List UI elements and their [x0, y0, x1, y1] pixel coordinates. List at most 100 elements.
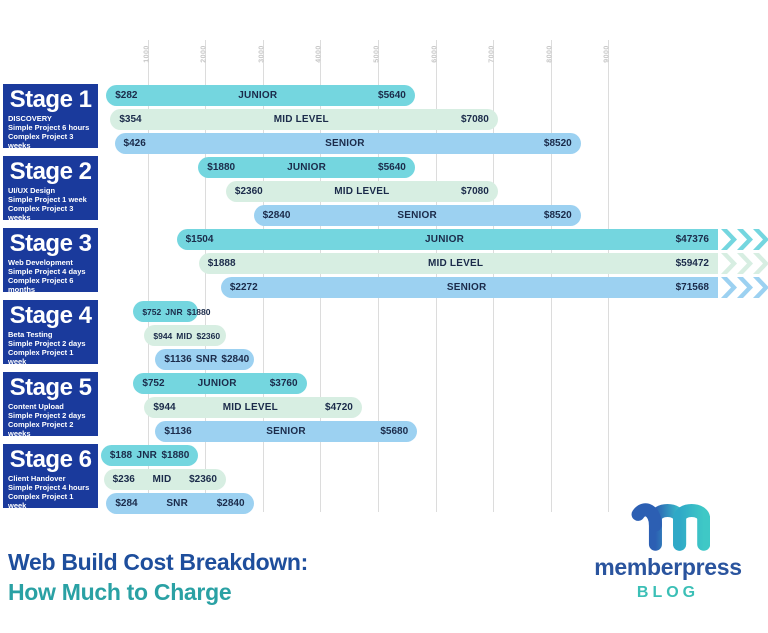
- bar-stage6-junior: $188 JNR $1880: [100, 445, 199, 466]
- bar-role-label: MID LEVEL: [428, 258, 484, 269]
- bar-min-value: $2360: [234, 186, 263, 197]
- bar-min-value: $236: [112, 474, 135, 485]
- bar-max-value: $7080: [460, 186, 489, 197]
- bar-max-value: $1880: [161, 450, 190, 461]
- stage-simple-line: Simple Project 1 week: [8, 194, 87, 204]
- stage-simple-line: Simple Project 2 days: [8, 338, 86, 348]
- bar-stage4-junior: $752 JNR $1880: [133, 301, 210, 322]
- bar-stage6-mid: $236 MID $2360: [103, 469, 226, 490]
- overflow-chevron-icon: [721, 229, 737, 250]
- stage-phase: UI/UX Design: [8, 185, 56, 195]
- tick-label-2000: 2000: [200, 45, 208, 63]
- bar-max-value: $4720: [325, 402, 353, 413]
- stage-description: Beta Testing Simple Project 2 days Complex…: [8, 330, 93, 367]
- bar-stage6-senior: $284 SNR $2840: [106, 493, 254, 514]
- bar-role-label: JNR: [165, 306, 183, 317]
- stage-label-box-4: Stage 4 Beta Testing Simple Project 2 days…: [3, 300, 98, 367]
- overflow-chevron-icon: [721, 253, 737, 274]
- bar-stage2-mid: $2360 MID LEVEL $7080: [225, 181, 498, 202]
- stage-label-box-3: Stage 3 Web Development Simple Project 4 d…: [3, 228, 98, 295]
- overflow-chevron-icon: [737, 229, 753, 250]
- memberpress-logo-icon: [631, 503, 710, 551]
- bar-min-value: $188: [109, 450, 133, 461]
- stage-phase: Client Handover: [8, 473, 66, 483]
- bar-role-label: MID LEVEL: [222, 402, 278, 413]
- stage-label-box-1: Stage 1 DISCOVERY Simple Project 6 hours Co…: [3, 84, 98, 151]
- stage-phase: DISCOVERY: [8, 113, 52, 123]
- bar-max-value: $5640: [378, 90, 406, 101]
- bar-role-label: MID: [176, 330, 193, 341]
- bar-max-value: $59472: [675, 258, 709, 269]
- stage-title: Stage 4: [9, 302, 92, 329]
- overflow-chevron-icon: [753, 277, 768, 298]
- stage-complex-line: Complex Project 6 months: [8, 275, 74, 295]
- stage-title: Stage 1: [9, 86, 92, 113]
- gridline-6000: [435, 40, 437, 512]
- bar-max-value: $1880: [186, 306, 211, 317]
- tick-label-5000: 5000: [373, 45, 381, 63]
- bar-max-value: $5640: [378, 162, 406, 173]
- overflow-chevron-icon: [721, 277, 737, 298]
- tick-label-8000: 8000: [546, 45, 554, 63]
- gridline-4000: [320, 40, 322, 512]
- bar-stage2-senior: $2840 SENIOR $8520: [253, 205, 581, 226]
- bar-stage3-mid: $1888 MID LEVEL $59472: [198, 253, 718, 274]
- stage-complex-line: Complex Project 3 weeks: [8, 131, 74, 151]
- bar-role-label: JNR: [136, 450, 158, 461]
- stage-complex-line: Complex Project 3 weeks: [8, 203, 74, 223]
- stage-title: Stage 2: [9, 158, 92, 185]
- stage-simple-line: Simple Project 2 days: [8, 410, 86, 420]
- bar-min-value: $354: [119, 114, 142, 125]
- bar-role-label: MID LEVEL: [334, 186, 390, 197]
- stage-phase: Web Development: [8, 257, 73, 267]
- bar-stage2-junior: $1880 JUNIOR $5640: [198, 157, 415, 178]
- stage-description: Client Handover Simple Project 4 hours Com…: [8, 474, 93, 511]
- stage-phase: Content Upload: [8, 401, 64, 411]
- tick-label-9000: 9000: [603, 45, 611, 63]
- bar-role-label: SENIOR: [325, 138, 365, 149]
- overflow-chevron-icon: [753, 229, 768, 250]
- bar-max-value: $2360: [196, 330, 221, 341]
- tick-label-7000: 7000: [488, 45, 496, 63]
- page-title-line1: Web Build Cost Breakdown:: [8, 549, 309, 575]
- stage-phase: Beta Testing: [8, 329, 53, 339]
- gridline-7000: [493, 40, 495, 512]
- bar-max-value: $3760: [269, 378, 298, 389]
- bar-min-value: $284: [115, 498, 138, 509]
- stage-complex-line: Complex Project 1 week: [8, 491, 74, 511]
- bar-stage3-junior: $1504 JUNIOR $47376: [176, 229, 718, 250]
- brand-blog-label: BLOG: [636, 584, 700, 601]
- bar-min-value: $1504: [185, 234, 214, 245]
- gridline-2000: [205, 40, 207, 512]
- memberpress-brand: memberpress BLOG: [560, 496, 768, 602]
- bar-max-value: $8520: [543, 138, 572, 149]
- bar-max-value: $8520: [543, 210, 572, 221]
- bar-stage3-senior: $2272 SENIOR $71568: [220, 277, 718, 298]
- stage-description: UI/UX Design Simple Project 1 week Complex…: [8, 186, 93, 223]
- overflow-chevron-icon: [753, 253, 768, 274]
- bar-role-label: SNR: [195, 354, 218, 365]
- bar-stage5-junior: $752 JUNIOR $3760: [133, 373, 307, 394]
- bar-min-value: $2272: [229, 282, 258, 293]
- bar-role-label: MID: [152, 474, 172, 485]
- page-title-line2: How Much to Charge: [8, 578, 232, 605]
- brand-name: memberpress: [594, 554, 742, 580]
- stage-description: Web Development Simple Project 4 days Comp…: [8, 258, 93, 295]
- bar-max-value: $2360: [189, 474, 217, 485]
- bar-min-value: $426: [123, 138, 146, 149]
- bar-max-value: $7080: [460, 114, 489, 125]
- bar-role-label: MID LEVEL: [273, 114, 329, 125]
- gridline-5000: [378, 40, 379, 512]
- bar-stage5-senior: $1136 SENIOR $5680: [155, 421, 418, 442]
- stage-simple-line: Simple Project 4 days: [8, 266, 86, 276]
- bar-min-value: $944: [153, 402, 176, 413]
- stage-label-box-6: Stage 6 Client Handover Simple Project 4 h…: [3, 444, 98, 511]
- bar-stage1-senior: $426 SENIOR $8520: [114, 133, 581, 154]
- bar-max-value: $47376: [675, 234, 709, 245]
- tick-label-3000: 3000: [258, 45, 266, 63]
- bar-min-value: $944: [153, 330, 173, 341]
- gridline-8000: [550, 40, 552, 512]
- bar-stage5-mid: $944 MID LEVEL $4720: [144, 397, 362, 418]
- bar-min-value: $752: [142, 306, 162, 317]
